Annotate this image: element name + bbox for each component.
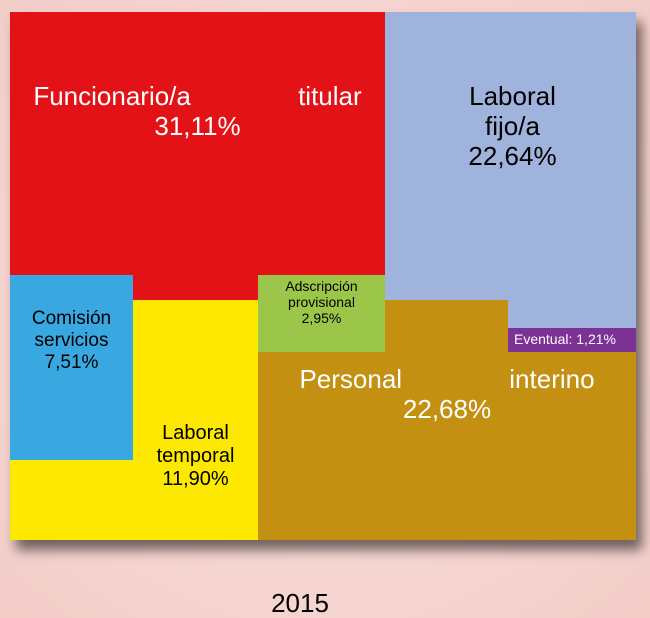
tile: [10, 300, 258, 540]
tile: [258, 275, 385, 352]
category-label: Funcionario/a titular: [33, 81, 362, 111]
value-label: 31,11%: [154, 110, 241, 141]
tile: [10, 275, 133, 460]
value-label: 7,51%: [44, 351, 99, 373]
category-label: Comisión servicios: [31, 308, 112, 351]
tile-label: Personal interino 22,68%: [258, 364, 636, 425]
tile: [385, 12, 636, 328]
value-label: 22,64%: [468, 140, 557, 171]
tile: [10, 12, 385, 300]
tile: [258, 300, 636, 540]
category-label: Eventual:: [514, 331, 573, 347]
category-label: Personal interino: [299, 364, 595, 394]
category-label: Laboral temporal: [156, 422, 235, 467]
tile-label: Laboral temporal 11,90%: [133, 422, 258, 491]
category-label: Laboral fijo/a: [469, 81, 556, 141]
chart-title: 2015: [271, 588, 329, 618]
category-label: Adscripción provisional: [285, 278, 358, 311]
value-label: 2,95%: [301, 310, 342, 327]
tile-label: Adscripción provisional 2,95%: [258, 278, 385, 326]
value-label: 1,21%: [576, 331, 616, 347]
tile-label: Comisión servicios 7,51%: [10, 308, 133, 374]
tile-label: Laboral fijo/a 22,64%: [395, 81, 630, 172]
tile-label: Eventual: 1,21%: [514, 331, 650, 347]
tile-label: Funcionario/a titular 31,11%: [20, 81, 375, 142]
tile: [508, 328, 636, 352]
value-label: 22,68%: [402, 393, 492, 424]
value-label: 11,90%: [162, 468, 229, 490]
